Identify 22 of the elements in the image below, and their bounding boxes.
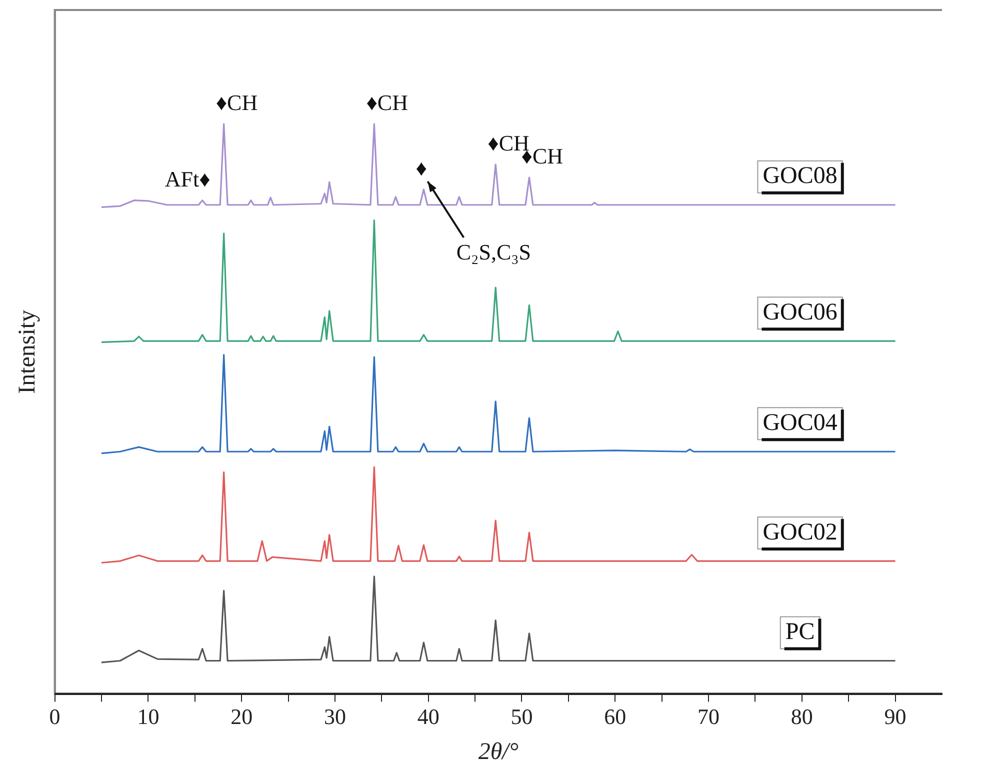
y-axis-title: Intensity	[14, 310, 41, 394]
annotation: ♦	[416, 155, 427, 180]
series-label: GOC04	[762, 410, 838, 436]
x-tick-label: 30	[324, 704, 346, 729]
x-tick-label: 70	[698, 704, 720, 729]
annotation: ♦CH	[366, 90, 408, 115]
x-tick-label: 20	[230, 704, 253, 729]
x-axis-title: 2θ/°	[478, 738, 519, 765]
x-tick-label: 80	[790, 704, 813, 729]
x-tick-label: 60	[604, 704, 626, 729]
annotation: C₂S,C₃S	[456, 239, 532, 264]
annotation: AFt♦	[164, 166, 210, 192]
series-label: GOC06	[762, 299, 838, 326]
x-tick-label: 50	[510, 704, 533, 729]
annotation: ♦CH	[216, 90, 258, 115]
x-tick-label: 0	[49, 704, 60, 729]
series-label: GOC02	[762, 519, 838, 546]
x-tick-label: 10	[137, 704, 160, 729]
x-tick-label: 40	[417, 704, 440, 729]
series-label: PC	[785, 619, 815, 646]
series-label: GOC08	[762, 163, 838, 190]
x-tick-label: 90	[884, 704, 906, 729]
